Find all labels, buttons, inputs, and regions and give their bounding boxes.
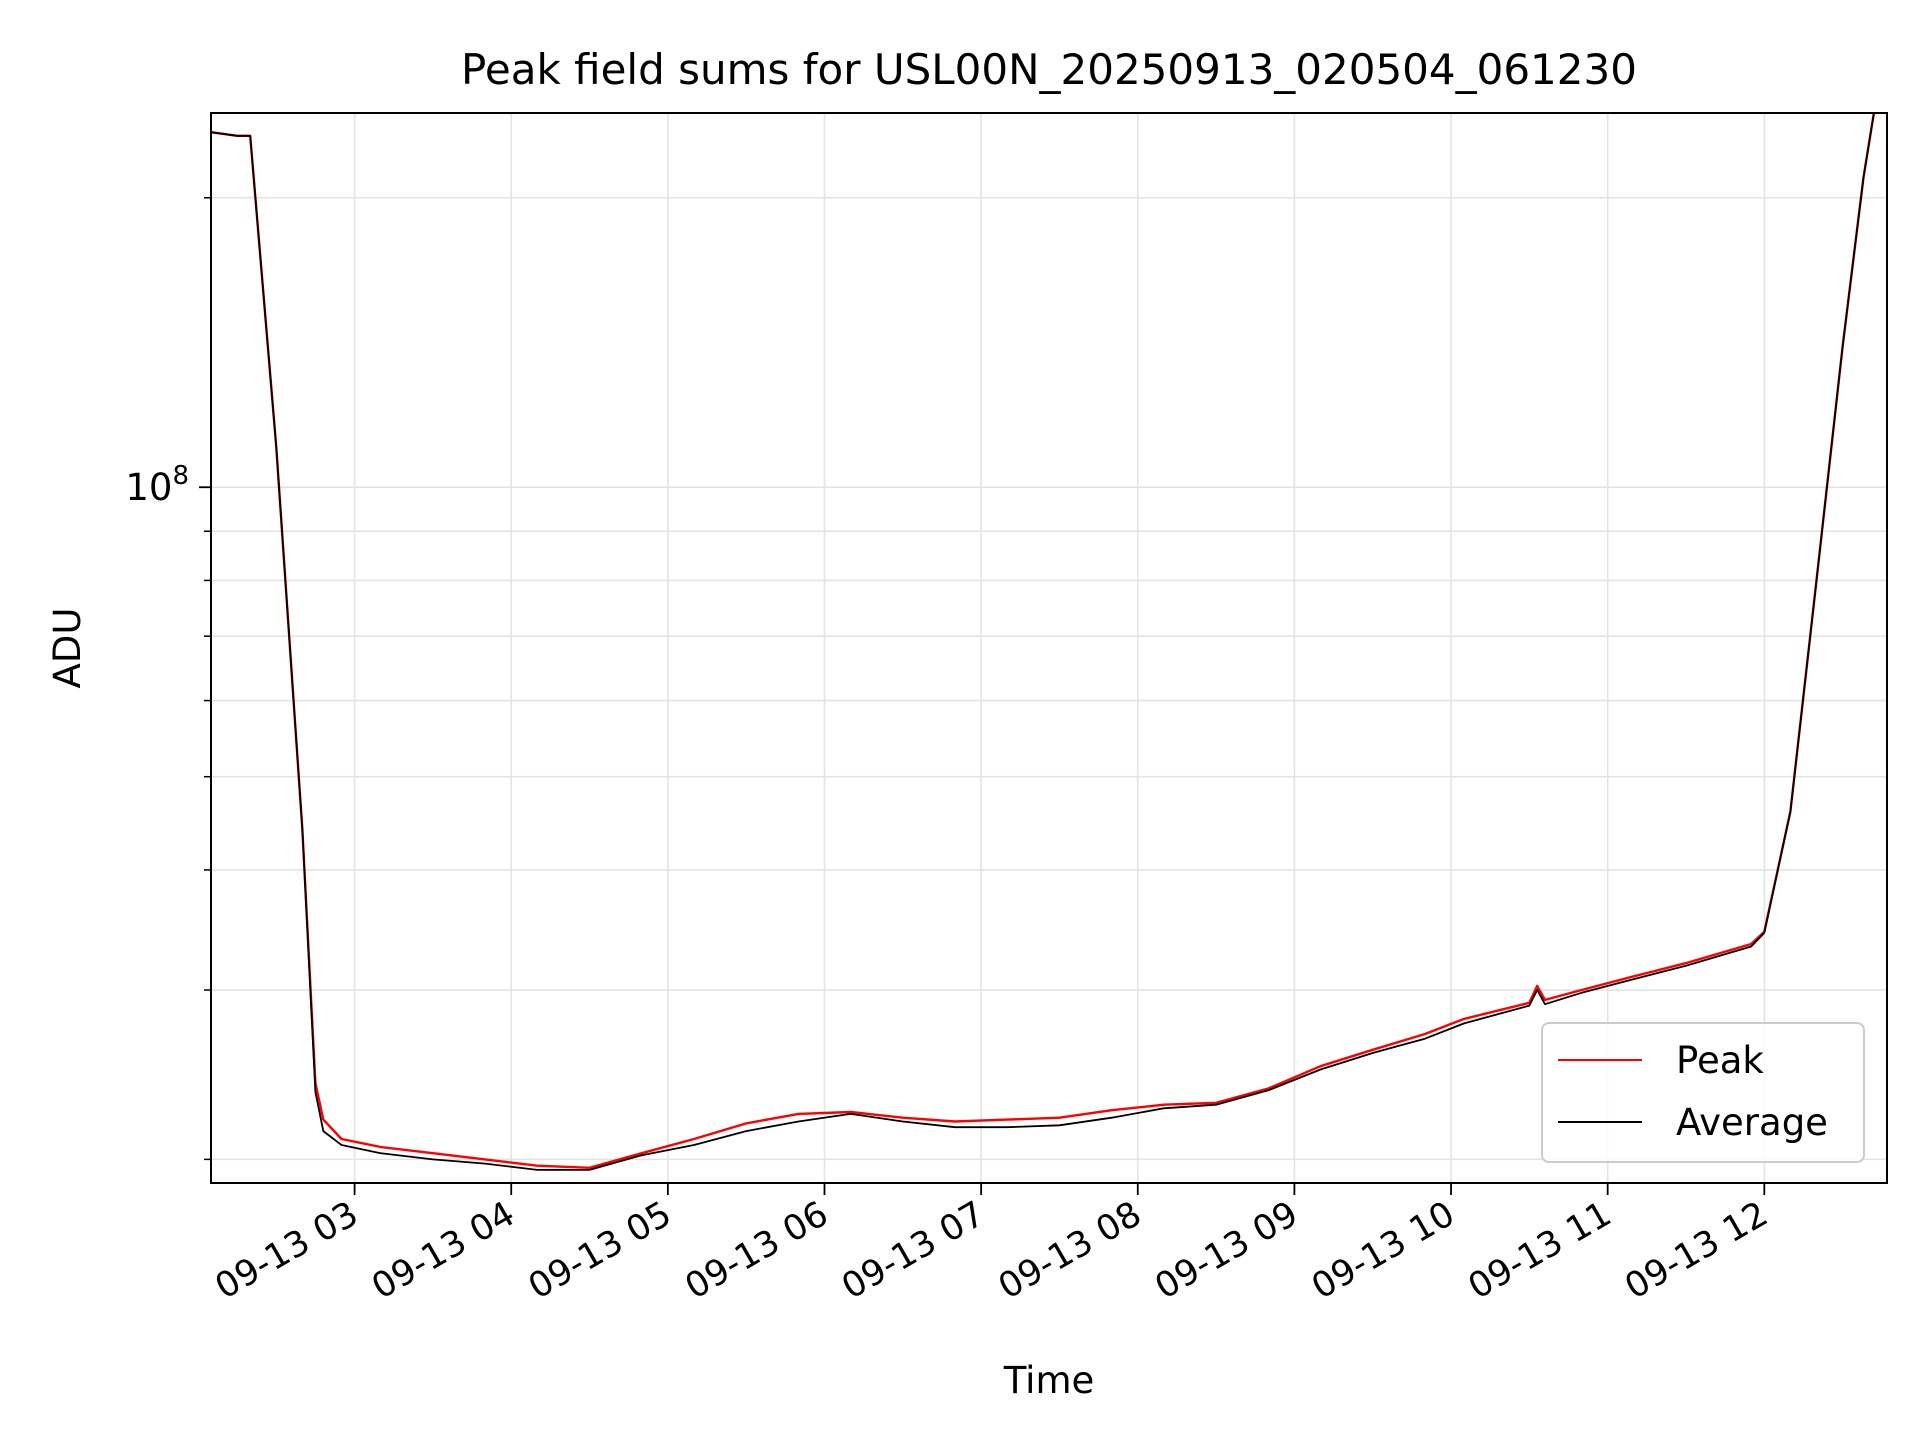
legend-peak-label: Peak bbox=[1676, 1039, 1764, 1082]
legend: Peak Average bbox=[1541, 1022, 1865, 1163]
x-axis-label: Time bbox=[1003, 1359, 1095, 1402]
series-group bbox=[210, 112, 1876, 1171]
y-tick-exponent: 8 bbox=[172, 461, 189, 491]
series-line-peak bbox=[210, 112, 1876, 1170]
plot-frame bbox=[210, 112, 1888, 1184]
axis-ticks bbox=[199, 197, 1766, 1195]
series-line-average bbox=[210, 112, 1875, 1171]
legend-average-label: Average bbox=[1676, 1101, 1828, 1144]
chart-title: Peak field sums for USL00N_20250913_0205… bbox=[461, 45, 1637, 94]
y-axis-label: ADU bbox=[46, 608, 89, 689]
grid bbox=[211, 113, 1887, 1183]
legend-box bbox=[1541, 1022, 1865, 1163]
